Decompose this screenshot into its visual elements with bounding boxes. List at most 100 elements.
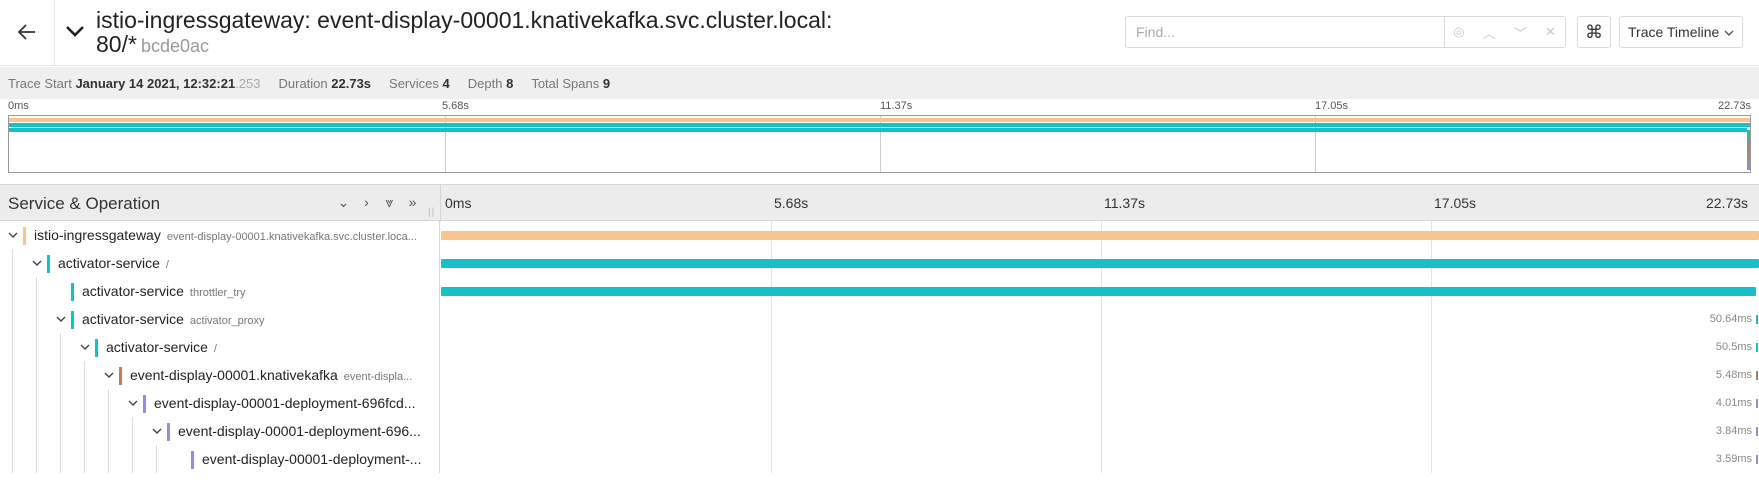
timeline-grid-line xyxy=(1101,445,1102,473)
find-input[interactable] xyxy=(1125,16,1445,48)
span-timeline-cell[interactable]: 50.5ms xyxy=(441,333,1759,361)
minimap-tick: 17.05s xyxy=(1315,100,1349,112)
tree-guide-line xyxy=(36,417,37,445)
span-timeline-cell[interactable]: 5.48ms xyxy=(441,361,1759,389)
span-bar[interactable] xyxy=(1756,455,1758,464)
span-bar[interactable] xyxy=(1756,371,1758,380)
span-row[interactable]: istio-ingressgateway event-display-00001.… xyxy=(0,221,1759,249)
view-select[interactable]: Trace Timeline xyxy=(1619,16,1743,48)
minimap-grid xyxy=(880,116,881,172)
span-row[interactable]: event-display-00001.knativekafka event-di… xyxy=(0,361,1759,389)
chevron-down-icon[interactable] xyxy=(102,368,116,382)
span-row[interactable]: activator-service / xyxy=(0,249,1759,277)
tree-guide-line xyxy=(36,361,37,389)
span-row[interactable]: event-display-00001-deployment-... 3.59ms xyxy=(0,445,1759,473)
span-bar[interactable] xyxy=(441,287,1757,296)
service-color-marker xyxy=(191,451,194,469)
span-name-cell[interactable]: istio-ingressgateway event-display-00001.… xyxy=(0,221,440,249)
timeline-grid-line xyxy=(771,305,772,333)
column-divider xyxy=(440,185,441,222)
span-timeline-cell[interactable]: 50.64ms xyxy=(441,305,1759,333)
tree-guide-line xyxy=(60,389,61,417)
column-resize-handle[interactable]: || xyxy=(428,207,436,218)
span-duration-label: 3.84ms xyxy=(1715,425,1752,437)
span-bar[interactable] xyxy=(1756,399,1758,408)
minimap-canvas[interactable] xyxy=(8,115,1751,173)
span-duration-label: 5.48ms xyxy=(1715,369,1752,381)
span-timeline-cell[interactable]: 4.01ms xyxy=(441,389,1759,417)
span-timeline-cell[interactable]: 3.84ms xyxy=(441,417,1759,445)
span-name-cell[interactable]: event-display-00001-deployment-... xyxy=(0,445,440,473)
chevron-down-icon[interactable] xyxy=(126,396,140,410)
span-name-cell[interactable]: event-display-00001-deployment-696fcd... xyxy=(0,389,440,417)
trace-minimap[interactable]: 0ms 5.68s 11.37s 17.05s 22.73s xyxy=(8,100,1751,175)
service-name: activator-service xyxy=(106,339,208,355)
expand-all-icon[interactable]: » xyxy=(408,194,417,210)
span-row[interactable]: activator-service throttler_try xyxy=(0,277,1759,305)
minimap-span xyxy=(9,118,1750,122)
minimap-tick: 22.73s xyxy=(1718,100,1752,112)
chevron-down-icon[interactable] xyxy=(6,228,20,242)
tree-guide-line xyxy=(84,389,85,417)
service-color-marker xyxy=(23,227,26,245)
service-color-marker xyxy=(143,395,146,413)
trace-start: Trace Start January 14 2021, 12:32:21.25… xyxy=(8,75,261,91)
tree-guide-line xyxy=(156,445,157,473)
target-icon[interactable]: ◎ xyxy=(1453,24,1465,39)
chevron-down-icon[interactable] xyxy=(54,312,68,326)
service-name: istio-ingressgateway xyxy=(34,227,161,243)
expand-one-icon[interactable]: › xyxy=(364,194,369,210)
minimap-span xyxy=(9,128,1747,132)
tree-guide-line xyxy=(84,445,85,473)
span-name-cell[interactable]: event-display-00001.knativekafka event-di… xyxy=(0,361,440,389)
span-name-cell[interactable]: event-display-00001-deployment-696... xyxy=(0,417,440,445)
chevron-up-icon[interactable]: ︿ xyxy=(1482,25,1496,41)
back-button[interactable] xyxy=(0,0,55,66)
trace-header: istio-ingressgateway: event-display-0000… xyxy=(0,0,1759,66)
span-timeline-cell[interactable] xyxy=(441,277,1759,305)
chevron-down-icon[interactable] xyxy=(78,340,92,354)
span-timeline-cell[interactable] xyxy=(441,221,1759,249)
timeline-tick: 5.68s xyxy=(774,195,809,211)
keyboard-shortcuts-button[interactable]: ⌘ xyxy=(1577,16,1611,48)
span-row[interactable]: activator-service activator_proxy 50.64ms xyxy=(0,305,1759,333)
chevron-down-icon[interactable]: ﹀ xyxy=(1513,25,1527,41)
tree-guide-line xyxy=(36,305,37,333)
tree-guide-line xyxy=(12,305,13,333)
span-name-cell[interactable]: activator-service / xyxy=(0,333,440,361)
span-bar[interactable] xyxy=(441,231,1759,240)
span-row[interactable]: event-display-00001-deployment-696fcd...… xyxy=(0,389,1759,417)
chevron-down-icon[interactable] xyxy=(30,256,44,270)
chevron-down-icon[interactable] xyxy=(150,424,164,438)
span-row[interactable]: activator-service / 50.5ms xyxy=(0,333,1759,361)
span-name-cell[interactable]: activator-service activator_proxy xyxy=(0,305,440,333)
span-bar[interactable] xyxy=(1756,427,1758,436)
operation-name: throttler_try xyxy=(189,287,246,299)
timeline-grid-line xyxy=(1101,361,1102,389)
find-tools: ◎ ︿ ﹀ ✕ xyxy=(1444,16,1566,48)
timeline-tick: 0ms xyxy=(445,195,472,211)
timeline-grid-line xyxy=(1431,417,1432,445)
span-bar[interactable] xyxy=(1756,315,1758,324)
span-row[interactable]: event-display-00001-deployment-696... 3.8… xyxy=(0,417,1759,445)
chevron-down-icon[interactable] xyxy=(64,20,86,42)
span-duration-label: 3.59ms xyxy=(1715,453,1752,465)
span-name-cell[interactable]: activator-service / xyxy=(0,249,440,277)
span-service-name: event-display-00001-deployment-696... xyxy=(178,423,421,439)
span-name-cell[interactable]: activator-service throttler_try xyxy=(0,277,440,305)
timeline-grid-line xyxy=(1101,305,1102,333)
timeline-grid-line xyxy=(771,361,772,389)
collapse-all-icon[interactable]: ⩔ xyxy=(385,194,394,210)
span-duration-label: 4.01ms xyxy=(1715,397,1752,409)
tree-guide-line xyxy=(132,445,133,473)
close-icon[interactable]: ✕ xyxy=(1544,24,1556,39)
span-timeline-cell[interactable]: 3.59ms xyxy=(441,445,1759,473)
service-name: event-display-00001-deployment-... xyxy=(202,451,422,467)
timeline-grid-line xyxy=(771,417,772,445)
span-bar[interactable] xyxy=(1756,343,1758,352)
timeline-grid-line xyxy=(771,389,772,417)
tree-guide-line xyxy=(12,389,13,417)
span-bar[interactable] xyxy=(441,259,1759,268)
span-timeline-cell[interactable] xyxy=(441,249,1759,277)
collapse-one-icon[interactable]: ⌄ xyxy=(337,194,350,210)
